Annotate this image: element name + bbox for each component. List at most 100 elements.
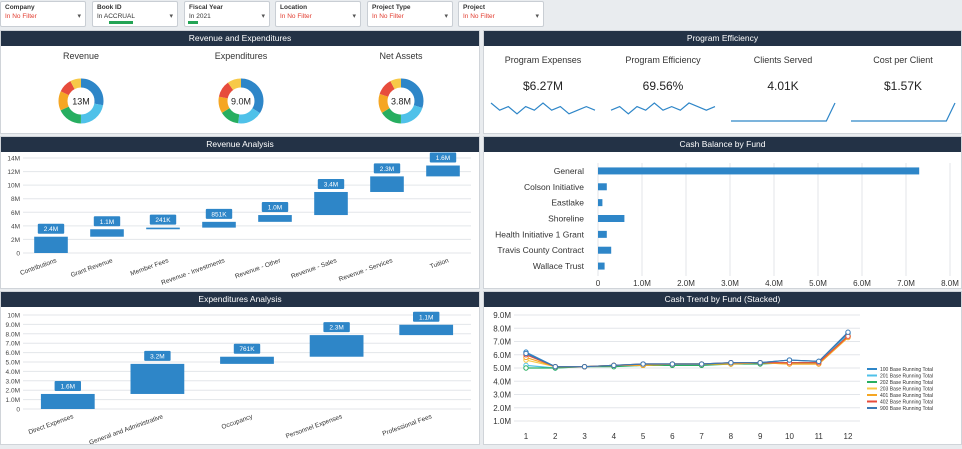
filter-label: Project Type — [372, 4, 411, 11]
kpi-program-efficiency-value: 69.56% — [642, 79, 684, 93]
donut-title: Expenditures — [215, 51, 268, 61]
x-tick-label: 2 — [553, 432, 558, 441]
x-tick-label: Revenue - Sales — [290, 257, 338, 280]
expenditures-analysis-panel: Expenditures Analysis 0 1.0M 2.0M 3.0M 4.0M 5… — [0, 291, 480, 447]
donut-charts: Revenue 13M Expenditures 9.0M Net Assets 3.8M — [58, 51, 424, 124]
filter-value: In No Filter — [463, 13, 495, 20]
y-tick-label: 8.0M — [493, 324, 511, 333]
filter-project[interactable]: Project In No Filter ▾ — [458, 1, 544, 27]
x-tick-label: Grant Revenue — [70, 257, 114, 279]
chevron-down-icon: ▾ — [444, 13, 448, 20]
revenue-waterfall-chart[interactable]: 0 2M 4M 6M 8M 10M 12M 14M 2.4M Contributions 1.1M G… — [1, 152, 479, 288]
donut-slice — [378, 78, 424, 124]
kpi-clients-served-label: Clients Served — [753, 55, 813, 65]
y-tick-label: 6M — [11, 210, 20, 217]
kpi-program-expenses-value: $6.27M — [522, 79, 564, 93]
filter-company[interactable]: Company In No Filter ▾ — [0, 1, 86, 27]
data-label-box — [54, 380, 81, 391]
chevron-down-icon: ▾ — [261, 13, 265, 20]
bar — [598, 246, 612, 254]
waterfall-bar — [130, 363, 185, 394]
data-label-box — [233, 343, 261, 354]
series-point — [728, 360, 734, 366]
data-label-box — [323, 322, 350, 333]
x-tick-label: 5 — [641, 432, 646, 441]
selection-indicator — [109, 21, 133, 24]
legend-label: 100 Base Running Total — [880, 367, 933, 373]
x-tick-label: 4 — [612, 432, 617, 441]
sparkline — [851, 102, 956, 122]
expenditures-waterfall-chart[interactable]: 0 1.0M 2.0M 3.0M 4.0M 5.0M 6.0M 7.0M 8.0M 9.0M 10M… — [1, 307, 479, 447]
category-label: Colson Initiative — [524, 182, 584, 192]
data-label-box — [317, 178, 345, 189]
donut-slice — [58, 78, 104, 124]
donut-slice — [378, 78, 424, 124]
series-point — [581, 363, 588, 370]
data-label-box — [429, 152, 457, 163]
data-label: 1.1M — [100, 219, 114, 226]
y-tick-label: 6.0M — [493, 351, 511, 360]
cash-trend-line-chart[interactable]: 1.0M2.0M3.0M4.0M5.0M6.0M7.0M8.0M9.0M1 2 3 4… — [484, 307, 961, 444]
data-label-box — [261, 202, 289, 213]
x-tick-label: 11 — [815, 432, 824, 441]
y-tick-label: 2.0M — [493, 404, 511, 413]
category-label: General — [554, 166, 584, 176]
filter-project-type[interactable]: Project Type In No Filter ▾ — [367, 1, 453, 27]
y-tick-label: 14M — [7, 156, 20, 163]
waterfall-bar — [309, 335, 364, 357]
cash-trend-panel: Cash Trend by Fund (Stacked) 1.0M 2.0M 3.0… — [483, 291, 962, 445]
filter-value: In No Filter — [372, 13, 404, 20]
x-tick-label: Revenue - Investments — [160, 257, 226, 287]
bar — [598, 215, 625, 222]
series-line — [525, 331, 849, 368]
y-tick-label: 9.0M — [6, 322, 20, 329]
y-tick-label: 3.0M — [6, 378, 20, 385]
data-label-box — [37, 223, 65, 234]
y-tick-label: 4.0M — [6, 369, 20, 376]
filter-bar: Company In No Filter ▾ Book ID In ACCRUA… — [0, 0, 962, 30]
data-label: 1.6M — [436, 155, 450, 162]
y-tick-label: 6.0M — [6, 350, 20, 357]
donut-center-value: 3.8M — [391, 97, 411, 107]
x-tick-label: Occupancy — [221, 413, 255, 431]
series-point — [757, 360, 763, 366]
category-label: Travis County Contract — [497, 245, 584, 255]
x-tick-label: 4.0M — [765, 279, 783, 288]
x-tick-label: 7 — [699, 432, 704, 441]
waterfall-bar — [426, 165, 460, 177]
y-tick-label: 8.0M — [6, 331, 20, 338]
y-tick-label: 5.0M — [493, 364, 511, 373]
bar — [598, 199, 603, 207]
filter-value: In No Filter — [280, 13, 312, 20]
filter-book-id[interactable]: Book ID In ACCRUAL ▾ — [92, 1, 178, 27]
x-tick-label: Professional Fees — [382, 413, 434, 438]
filter-location[interactable]: Location In No Filter ▾ — [275, 1, 361, 27]
x-tick-label: 3.0M — [721, 279, 739, 288]
x-tick-label: 9 — [758, 432, 763, 441]
donut-slice — [378, 78, 424, 124]
y-tick-label: 7.0M — [6, 341, 20, 348]
panel-title: Revenue and Expenditures — [1, 31, 479, 46]
data-label: 1.1M — [419, 314, 433, 321]
filter-fiscal-year[interactable]: Fiscal Year In 2021 ▾ — [184, 1, 270, 27]
panel-title: Cash Balance by Fund — [484, 137, 961, 152]
legend-label: 900 Base Running Total — [880, 406, 933, 412]
kpi-cost-per-client-value: $1.57K — [883, 79, 923, 93]
chevron-down-icon: ▾ — [535, 13, 539, 20]
waterfall-bar — [220, 356, 274, 364]
x-tick-label: 10 — [785, 432, 794, 441]
category-label: Eastlake — [551, 198, 584, 208]
data-label: 851K — [211, 211, 227, 218]
x-tick-label: Direct Expenses — [28, 413, 76, 436]
legend-label: 402 Base Running Total — [880, 400, 933, 406]
donut-title: Revenue — [63, 51, 99, 61]
y-tick-label: 0 — [16, 407, 20, 414]
data-label-box — [93, 216, 121, 227]
cash-balance-bar-chart[interactable]: 0 1.0M 2.0M 3.0M 4.0M 5.0M 6.0M 7.0M 8.0M General… — [484, 152, 961, 288]
y-tick-label: 12M — [7, 169, 20, 176]
kpi-program-expenses-label: Program Expenses — [504, 55, 582, 65]
x-tick-label: 12 — [844, 432, 853, 441]
panel-title: Expenditures Analysis — [1, 292, 479, 307]
y-tick-label: 9.0M — [493, 311, 511, 320]
x-tick-label: Revenue - Other — [234, 257, 282, 280]
